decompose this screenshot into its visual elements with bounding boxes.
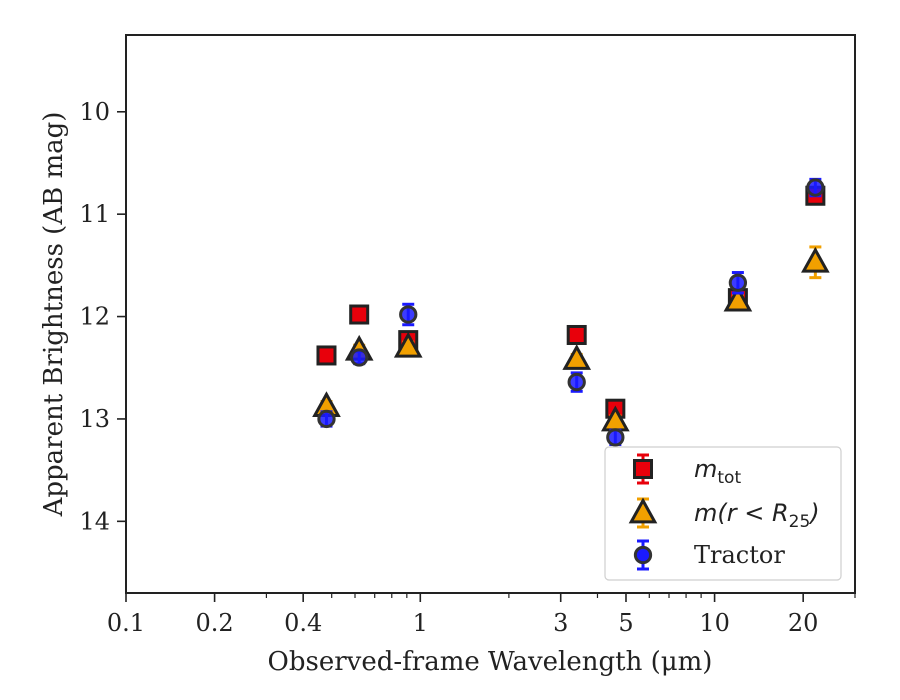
data-point-square — [316, 345, 337, 366]
legend-marker-square — [633, 459, 653, 479]
legend: mtot m(r < R25) Tractor — [604, 446, 842, 581]
legend-label-main: m — [694, 455, 717, 483]
data-point-circle — [728, 273, 748, 292]
x-tick-label: 10 — [699, 609, 730, 637]
legend-marker-circle — [633, 545, 653, 565]
y-tick-label: 13 — [79, 405, 110, 433]
legend-item: mtot — [633, 453, 741, 488]
y-tick-label: 12 — [79, 303, 110, 331]
x-tick-label: 1 — [413, 609, 428, 637]
y-tick-label: 11 — [79, 200, 110, 228]
x-tick-label: 0.1 — [107, 609, 145, 637]
y-tick-label: 10 — [79, 98, 110, 126]
x-tick-label: 0.2 — [196, 609, 234, 637]
legend-label-subscript: tot — [717, 468, 741, 488]
legend-item: m(r < R25) — [628, 497, 820, 532]
legend-label: mtot — [694, 455, 741, 488]
plot-frame — [125, 34, 856, 594]
legend-label: m(r < R25) — [694, 499, 820, 532]
legend-label-subscript: 25 — [789, 512, 811, 532]
x-tick-label: 20 — [788, 609, 819, 637]
data-point-square — [349, 304, 370, 325]
series-circle — [317, 177, 825, 447]
data-point-circle — [399, 305, 418, 324]
data-point-triangle — [723, 285, 753, 312]
data-point-triangle — [393, 331, 423, 358]
x-tick-label: 3 — [553, 609, 568, 637]
y-axis-title: Apparent Brightness (AB mag) — [39, 112, 69, 518]
x-axis-title: Observed-frame Wavelength (μm) — [268, 647, 713, 677]
legend-label-main: m(r < R — [694, 499, 789, 527]
data-point-circle — [567, 372, 586, 392]
x-tick-label: 0.4 — [284, 609, 322, 637]
x-tick-label: 5 — [618, 609, 633, 637]
legend-item: Tractor — [633, 539, 785, 571]
legend-marker-triangle — [628, 497, 658, 524]
data-point-triangle — [801, 246, 830, 273]
data-point-circle — [606, 428, 625, 447]
y-tick-label: 14 — [79, 507, 110, 535]
points-layer — [312, 177, 830, 447]
data-point-triangle — [562, 344, 592, 370]
legend-label-rest: Tractor — [694, 541, 785, 569]
data-point-circle — [806, 178, 825, 197]
data-point-circle — [317, 409, 336, 429]
legend-frame — [604, 446, 842, 581]
legend-label: Tractor — [694, 541, 785, 569]
data-point-square — [566, 324, 587, 345]
data-point-circle — [350, 348, 369, 367]
legend-label-rest: ) — [808, 499, 819, 527]
